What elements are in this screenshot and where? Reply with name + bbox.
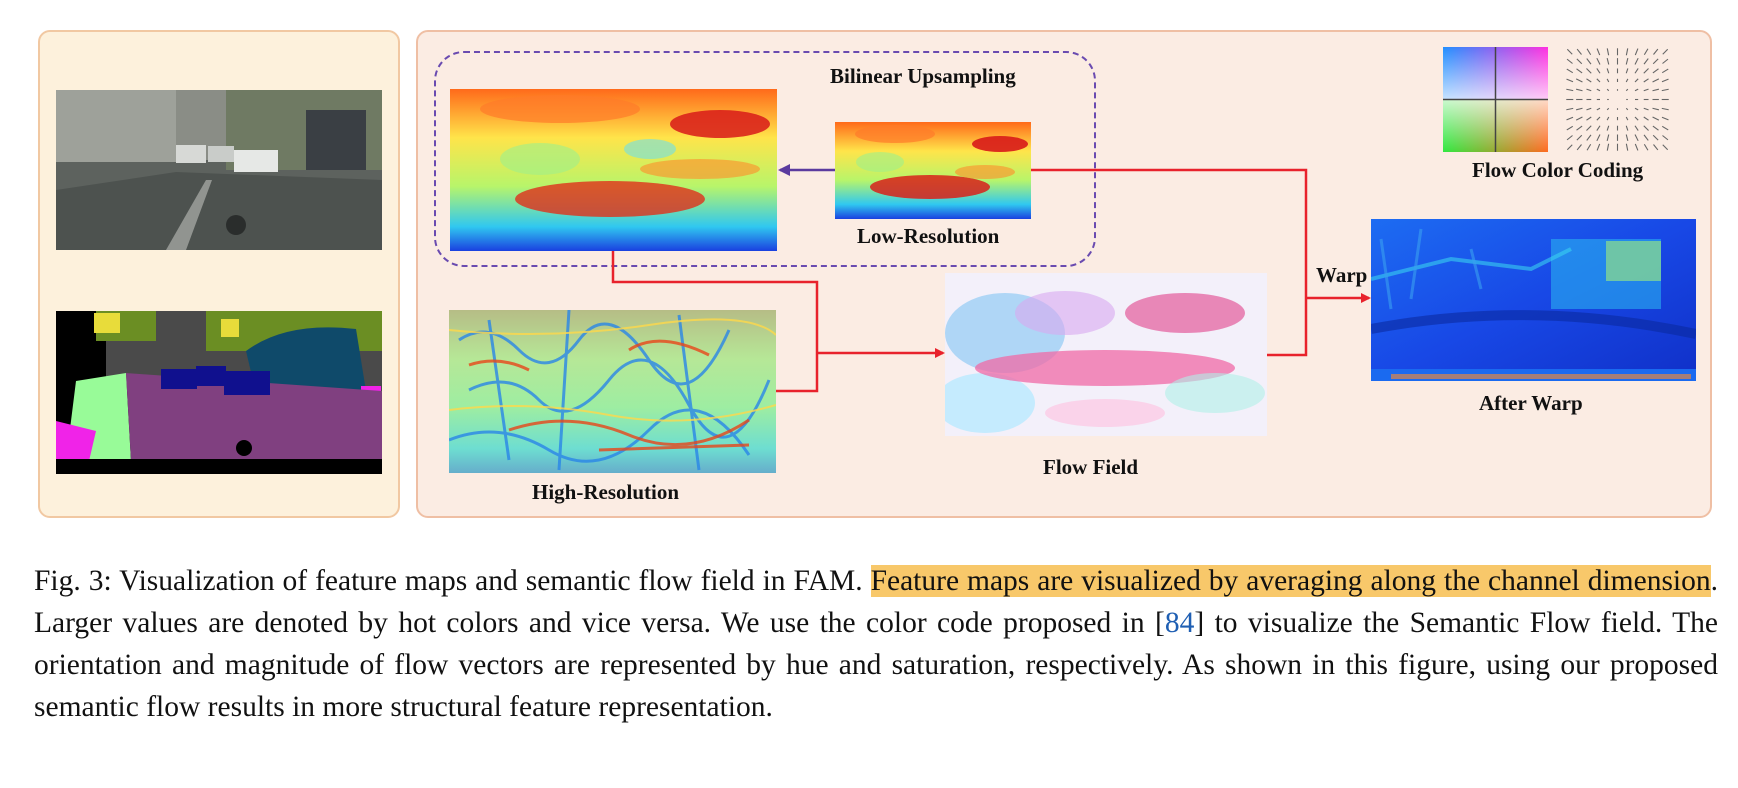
high-resolution-label: High-Resolution [532,480,680,504]
caption-highlight: Feature maps are visualized by averaging… [870,565,1711,597]
flow-field-map [945,273,1267,436]
flow-color-coding-label: Flow Color Coding [1472,158,1644,182]
figure-caption: Fig. 3: Visualization of feature maps an… [34,560,1718,728]
warp-label: Warp [1316,263,1368,287]
input-street-image [56,90,382,250]
segmentation-map [56,311,382,474]
flow-field-label: Flow Field [1043,455,1139,479]
bilinear-upsampling-label: Bilinear Upsampling [830,64,1016,88]
upsampled-feature-map [450,89,777,251]
low-resolution-label: Low-Resolution [857,224,1000,248]
caption-fig-label: Fig. 3: Visualization of feature maps an… [34,565,871,597]
caption-text-3: ] to visualize the Semantic Flow field. … [34,607,1718,723]
flow-vector-field [1565,47,1670,152]
flow-color-wheel [1443,47,1548,152]
high-resolution-feature-map [449,310,776,473]
caption-text-2: . Larger values are denoted by hot color… [34,565,1718,639]
after-warp-label: After Warp [1479,391,1583,415]
citation-link[interactable]: 84 [1164,607,1195,639]
low-resolution-feature-map [835,122,1031,219]
after-warp-feature-map [1371,219,1696,381]
